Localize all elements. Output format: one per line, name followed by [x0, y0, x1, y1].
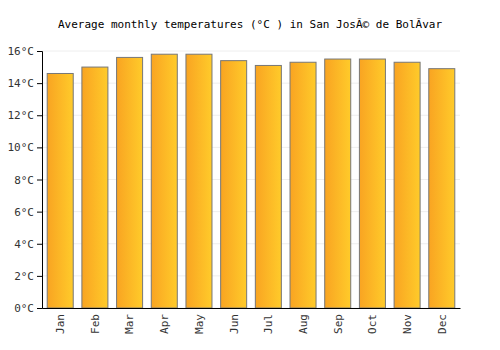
x-tick: Nov [401, 308, 414, 334]
y-tick-mark [37, 308, 42, 309]
y-tick-label: 6°C [14, 206, 34, 219]
y-tick-label: 2°C [14, 270, 34, 283]
x-tick: Sep [332, 308, 345, 334]
x-tick-label: Sep [332, 314, 345, 334]
bar [359, 59, 385, 308]
x-tick-label: Aug [297, 314, 310, 334]
title: Average monthly temperatures (°C ) in Sa… [58, 18, 442, 31]
bar [290, 62, 316, 308]
y-tick: 12°C [8, 109, 43, 122]
grid [42, 51, 460, 308]
x-axis-line [43, 308, 461, 309]
x-tick-label: Apr [158, 314, 171, 334]
x-tick: Jul [262, 308, 275, 334]
plot: 0°C 2°C 4°C 6°C 8°C 10°C 12°C 14°C 16°C Jan Feb Mar… [8, 45, 461, 334]
y-tick-mark [37, 51, 42, 52]
y-tick-label: 12°C [8, 109, 35, 122]
y-tick-mark [37, 276, 42, 277]
y-tick: 16°C [8, 45, 43, 58]
x-tick-label: Oct [366, 314, 379, 334]
x-tick: Oct [366, 308, 379, 334]
x-tick-label: Jun [228, 314, 241, 334]
x-tick-label: Mar [123, 314, 136, 334]
y-tick: 10°C [8, 141, 43, 154]
x-tick: Aug [297, 308, 310, 334]
bars [47, 54, 455, 308]
y-axis-line [37, 52, 43, 309]
bar [221, 61, 247, 308]
bar [47, 73, 73, 308]
bar [429, 69, 455, 308]
y-tick-mark [37, 180, 42, 181]
x-tick-label: Jan [54, 314, 67, 334]
y-tick-label: 4°C [14, 238, 34, 251]
x-tick-label: Feb [89, 314, 102, 334]
y-tick-label: 0°C [14, 302, 34, 315]
y-tick: 6°C [14, 206, 42, 219]
chart: Average monthly temperatures (°C ) in Sa… [0, 0, 500, 350]
bar [117, 57, 143, 308]
x-tick: Jan [54, 308, 67, 334]
x-tick-label: Nov [401, 314, 414, 334]
bar [255, 65, 281, 308]
bar [82, 67, 108, 308]
y-tick-label: 16°C [8, 45, 35, 58]
y-tick: 4°C [14, 238, 42, 251]
x-tick-label: May [193, 314, 206, 334]
y-tick-label: 8°C [14, 174, 34, 187]
x-tick: Feb [89, 308, 102, 334]
y-tick: 2°C [14, 270, 42, 283]
x-tick-label: Jul [262, 314, 275, 334]
x-tick: May [193, 308, 206, 334]
y-tick-label: 10°C [8, 141, 35, 154]
x-tick: Mar [123, 308, 136, 334]
x-tick: Dec [436, 308, 449, 334]
y-tick: 8°C [14, 174, 42, 187]
y-tick-mark [37, 212, 42, 213]
y-tick: 0°C [14, 302, 42, 315]
grid-line [42, 51, 460, 52]
bar [186, 54, 212, 308]
x-tick: Apr [158, 308, 171, 334]
y-tick: 14°C [8, 77, 43, 90]
bar [394, 62, 420, 308]
y-axis: 0°C 2°C 4°C 6°C 8°C 10°C 12°C 14°C 16°C [8, 45, 43, 315]
y-tick-mark [37, 83, 42, 84]
y-tick-mark [37, 244, 42, 245]
x-tick-label: Dec [436, 314, 449, 334]
x-tick: Jun [228, 308, 241, 334]
bar [325, 59, 351, 308]
y-tick-label: 14°C [8, 77, 35, 90]
y-tick-mark [37, 147, 42, 148]
x-axis: Jan Feb Mar Apr May Jun Jul Aug Sep Oct Nov Dec [43, 308, 461, 334]
bar [151, 54, 177, 308]
y-tick-mark [37, 115, 42, 116]
